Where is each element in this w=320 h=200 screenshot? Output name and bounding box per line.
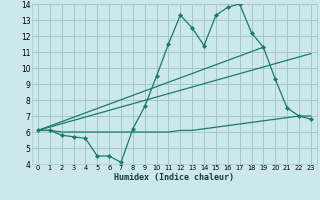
X-axis label: Humidex (Indice chaleur): Humidex (Indice chaleur) (115, 173, 234, 182)
